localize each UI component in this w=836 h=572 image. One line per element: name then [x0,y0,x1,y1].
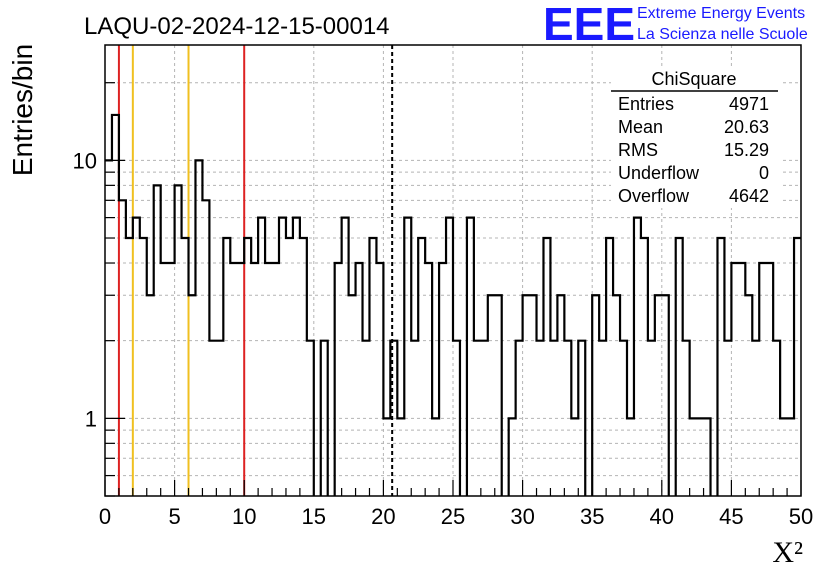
stats-mean-value: 20.63 [724,117,769,137]
plot-frame [104,44,802,497]
x-tick-label: 35 [580,504,604,529]
stats-box-bg [611,66,781,208]
logo-line2: La Scienza nelle Scuole [637,26,808,43]
stats-underflow-value: 0 [759,163,769,183]
eee-logo: EEE Extreme Energy Events La Scienza nel… [543,0,808,50]
logo-mark: EEE [543,0,635,50]
stats-entries-value: 4971 [729,94,769,114]
stats-underflow-label: Underflow [618,163,700,183]
x-tick-label: 10 [232,504,256,529]
x-tick-label: 5 [168,504,180,529]
y-tick-label: 10 [73,148,97,173]
stats-header: ChiSquare [651,69,736,89]
stats-rms-value: 15.29 [724,140,769,160]
x-tick-label: 50 [789,504,813,529]
y-tick-label: 1 [85,406,97,431]
x-tick-label: 45 [719,504,743,529]
x-tick-label: 0 [99,504,111,529]
y-axis-label: Entries/bin [7,44,38,176]
stats-box: ChiSquare Entries 4971 Mean 20.63 RMS 15… [611,66,781,208]
reference-lines [117,45,394,496]
x-tick-label: 30 [510,504,534,529]
x-tick-label: 20 [371,504,395,529]
stats-overflow-value: 4642 [729,186,769,206]
x-tick-label: 40 [650,504,674,529]
stats-overflow-label: Overflow [618,186,690,206]
stats-rms-label: RMS [618,140,658,160]
chart-title: LAQU-02-2024-12-15-00014 [84,13,390,40]
stats-entries-label: Entries [618,94,674,114]
x-axis-label: X² [772,536,803,569]
y-axis-ticks: 1 10 [73,82,125,497]
x-tick-label: 15 [302,504,326,529]
x-tick-label: 25 [441,504,465,529]
logo-line1: Extreme Energy Events [637,5,805,22]
stats-mean-label: Mean [618,117,663,137]
x-axis-ticks: 0 5 10 15 20 25 30 35 40 45 50 [99,480,813,529]
